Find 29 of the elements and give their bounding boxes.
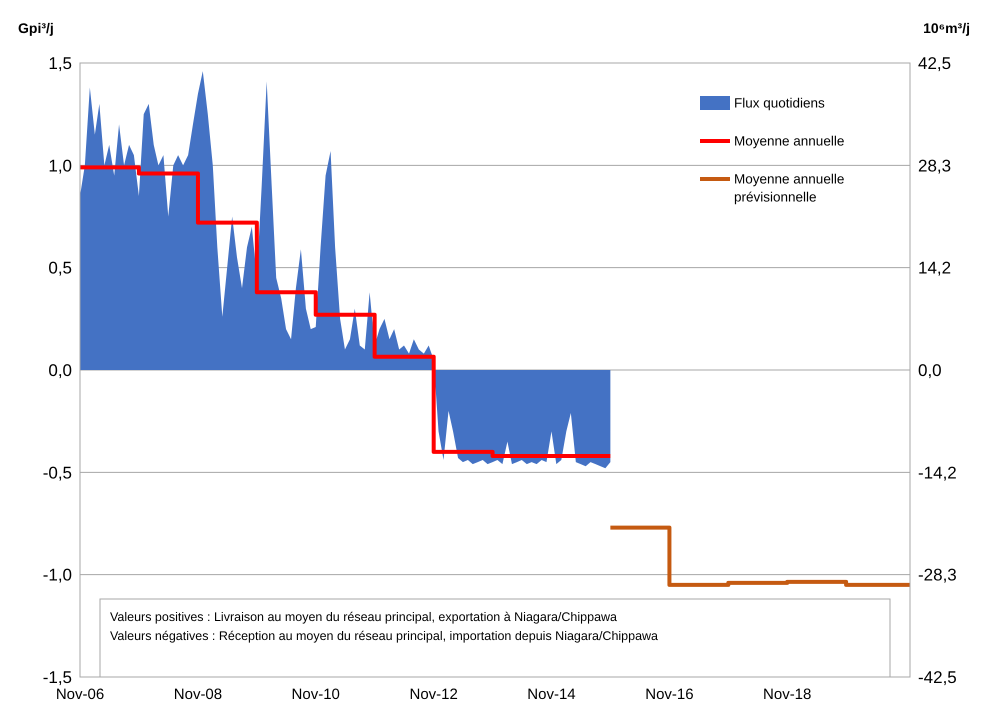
legend-label: Moyenne annuelle prévisionnelle bbox=[734, 172, 844, 205]
x-tick-label: Nov-12 bbox=[410, 686, 458, 703]
x-tick-label: Nov-16 bbox=[645, 686, 694, 703]
x-tick-label: Nov-10 bbox=[292, 686, 340, 703]
y2-tick-label: 28,3 bbox=[918, 156, 952, 176]
y-tick-label: -0,5 bbox=[42, 463, 72, 482]
y-tick-label: 1,0 bbox=[48, 156, 72, 176]
x-tick-label: Nov-08 bbox=[174, 686, 222, 703]
y2-tick-label: -28,3 bbox=[918, 565, 957, 584]
y2-tick-label: 42,5 bbox=[918, 54, 952, 73]
x-tick-label: Nov-14 bbox=[527, 686, 576, 703]
x-tick-label: Nov-18 bbox=[763, 686, 812, 703]
annotation: Valeurs positives : Livraison au moyen du réseau principal, exportation à Niagara/Chippawa bbox=[110, 610, 618, 624]
annotation: Valeurs négatives : Réception au moyen du réseau principal, importation depuis Niagara/Chippawa bbox=[110, 629, 658, 643]
y-tick-label: -1,0 bbox=[42, 566, 72, 585]
y-axis-title: Gpi³/j bbox=[18, 20, 54, 36]
y2-tick-label: -14,2 bbox=[918, 464, 957, 483]
legend-label: Flux quotidiens bbox=[734, 96, 826, 111]
y2-tick-label: 14,2 bbox=[918, 258, 952, 278]
y-tick-label: -1,5 bbox=[42, 668, 72, 687]
y2-axis-title: 10⁶m³/j bbox=[923, 20, 970, 36]
y-tick-label: 1,5 bbox=[48, 54, 72, 73]
note-box: Valeurs positives : Livraison au moyen du réseau principal, exportation à Niagara/Chippawa Valeurs négatives : Réception au moyen du réseau principal, importation depuis Niagara/Chippawa bbox=[100, 598, 890, 678]
legend-label: Moyenne annuelle bbox=[734, 134, 844, 149]
y-tick-label: 0,0 bbox=[48, 360, 72, 380]
y2-tick-label: -42,5 bbox=[918, 668, 957, 687]
y2-tick-label: 0,0 bbox=[918, 360, 942, 380]
y-tick-label: 0,5 bbox=[48, 258, 72, 278]
x-tick-label: Nov-06 bbox=[56, 686, 104, 703]
